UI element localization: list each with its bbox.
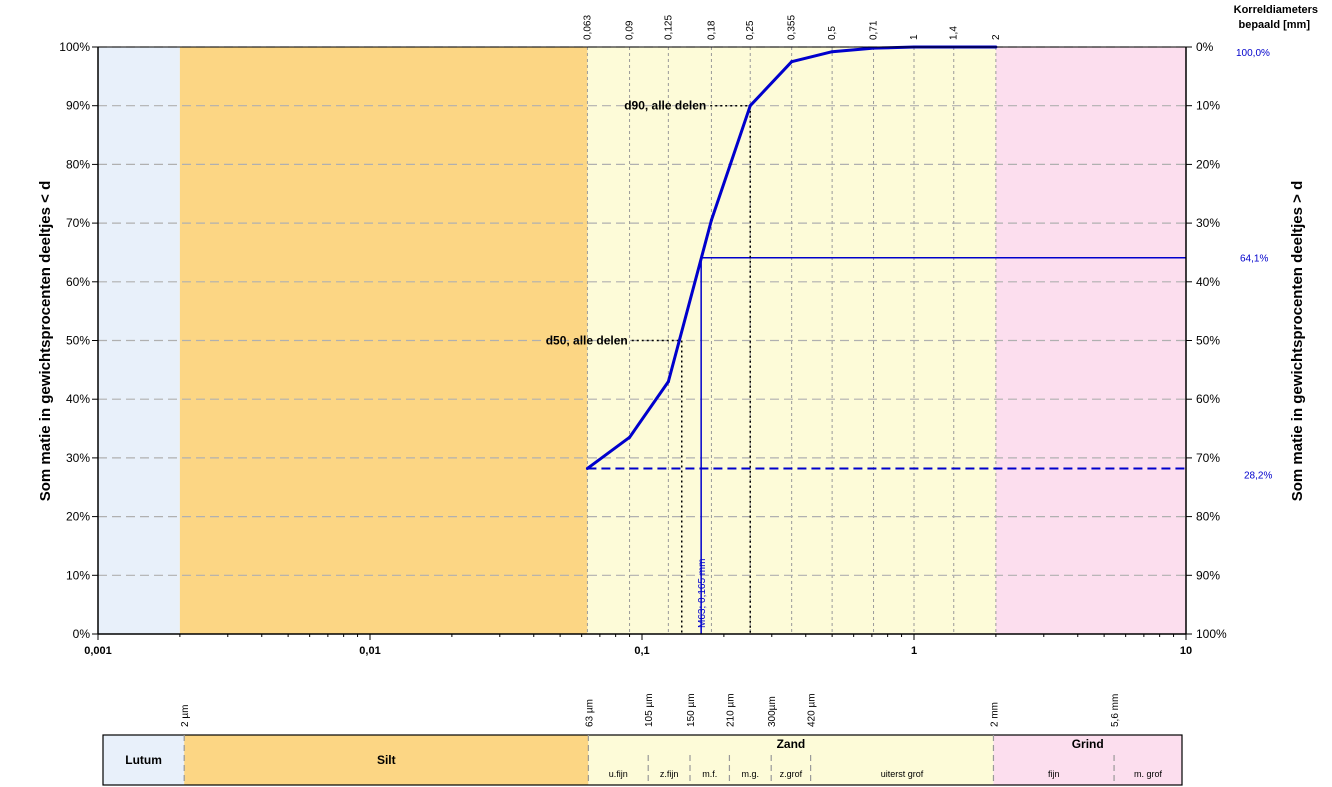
level-top-value: 100,0% [1236,48,1270,59]
x-tick-label: 0,1 [634,645,649,657]
class-group-label: Silt [377,753,396,767]
sieve-label: 2 [991,34,1002,40]
d90-label: d90, alle delen [624,99,706,113]
y-tick-label-left: 90% [66,99,90,113]
class-size-label: 2 mm [989,702,1000,727]
x-tick-label: 0,001 [84,645,112,657]
y-tick-label-right: 80% [1196,510,1220,524]
series-point [830,50,834,54]
sieve-label: 0,5 [827,26,838,40]
y-tick-label-left: 30% [66,451,90,465]
y-tick-label-left: 80% [66,157,90,171]
y-tick-label-left: 70% [66,216,90,230]
y-left-label: Som matie in gewichtsprocenten deeltjes … [37,181,54,502]
class-size-label: 150 µm [686,693,697,727]
sieve-label: 0,125 [663,15,674,40]
class-group-bg-1 [184,735,589,785]
sieve-gridlines [586,47,997,634]
y-tick-label-right: 0% [1196,40,1214,54]
y-tick-label-right: 50% [1196,334,1220,348]
annotation-lines [587,104,1186,634]
class-group-bg-0 [103,735,185,785]
class-size-label: 210 µm [725,693,736,727]
y-tick-label-left: 0% [73,627,91,641]
y-tick-label-right: 20% [1196,157,1220,171]
class-subgroup-label: uiterst grof [881,769,924,779]
class-subgroup-label: u.fijn [609,769,628,779]
class-size-label: 63 µm [584,699,595,727]
class-size-label: 2 µm [180,705,191,727]
sieve-label: 0,355 [787,15,798,40]
class-group-label: Grind [1072,737,1104,751]
series-point [585,466,589,470]
top-title-line2: bepaald [mm] [1238,19,1310,31]
x-tick-label: 1 [911,645,917,657]
class-size-label: 5,6 mm [1110,694,1121,727]
class-subgroup-label: z.fijn [660,769,679,779]
axes [92,46,1192,640]
class-group-label: Zand [777,737,806,751]
x-tick-label: 0,01 [359,645,380,657]
labels: 0,063 0,09 0,125 0,18 0,25 0,355 0,5 0,71 1 1,4 20… [59,15,1272,657]
classification-bar: Lutum Silt Zand Grind u.fijn z.fijn m.f. m.g. z.… [102,693,1183,786]
sieve-label: 1,4 [949,26,960,40]
class-group-label: Lutum [125,753,162,767]
class-subgroup-label: m. grof [1134,769,1163,779]
y-tick-label-right: 100% [1196,627,1227,641]
level-high-value: 64,1% [1240,254,1268,265]
series-point [666,380,670,384]
y-tick-label-left: 50% [66,334,90,348]
sieve-label: 0,09 [625,20,636,40]
y-tick-label-right: 30% [1196,216,1220,230]
y-tick-label-left: 20% [66,510,90,524]
class-size-label: 105 µm [644,693,655,727]
class-group-bg-2 [588,735,994,785]
m63-label: M63; 0,165 mm [697,559,708,628]
y-tick-label-right: 90% [1196,568,1220,582]
y-tick-label-right: 60% [1196,392,1220,406]
zone-band-0 [98,47,180,634]
y-tick-label-left: 10% [66,568,90,582]
series-point [709,218,713,222]
series-point [628,435,632,439]
series-point [790,60,794,64]
level-low-value: 28,2% [1244,470,1272,481]
class-size-label: 300µm [767,696,778,727]
class-subgroup-label: z.grof [780,769,803,779]
class-size-label: 420 µm [807,693,818,727]
class-subgroup-label: fijn [1048,769,1060,779]
class-group-bg-3 [993,735,1182,785]
d50-label: d50, alle delen [546,334,628,348]
series-point [748,104,752,108]
class-subgroup-label: m.g. [742,769,760,779]
y-tick-label-right: 70% [1196,451,1220,465]
y-right-label: Som matie in gewichtsprocenten deeltjes … [1289,181,1306,502]
y-tick-label-left: 40% [66,392,90,406]
sieve-label: 1 [909,34,920,40]
y-tick-label-right: 10% [1196,99,1220,113]
sieve-label: 0,71 [869,20,880,40]
y-tick-label-right: 40% [1196,275,1220,289]
class-bar-frame [102,734,1183,786]
y-tick-label-left: 60% [66,275,90,289]
x-tick-label: 10 [1180,645,1192,657]
sieve-label: 0,25 [745,20,756,40]
sieve-label: 0,18 [706,20,717,40]
top-title-line1: Korreldiameters [1234,4,1318,16]
y-tick-label-left: 100% [59,40,90,54]
sieve-label: 0,063 [582,15,593,40]
class-subgroup-label: m.f. [702,769,717,779]
